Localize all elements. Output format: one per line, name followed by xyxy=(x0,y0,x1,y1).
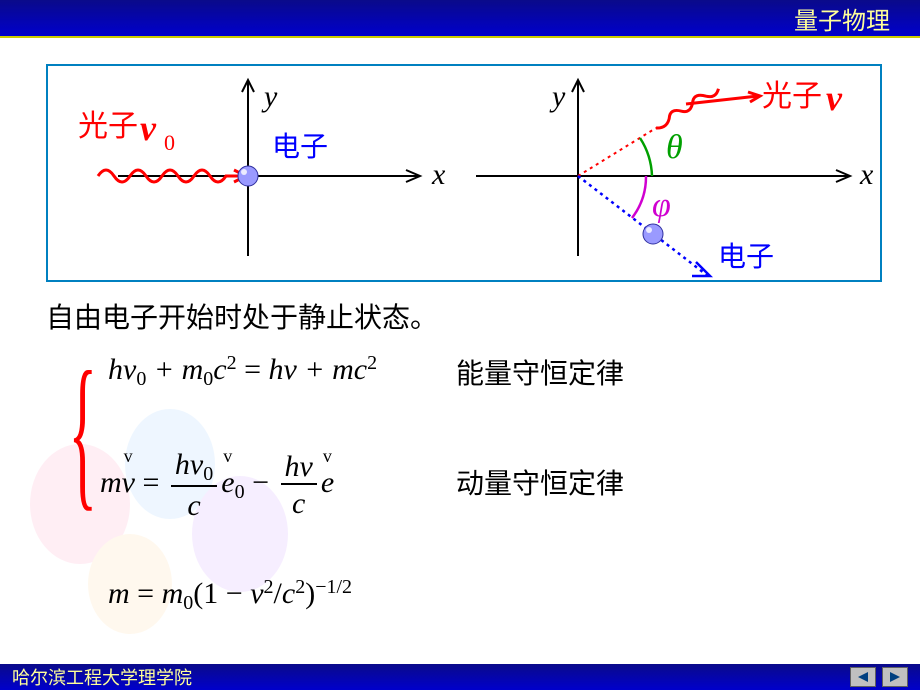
left-photon-label: 光子 xyxy=(78,110,138,143)
theta-arc xyxy=(640,138,652,176)
momentum-law-label: 动量守恒定律 xyxy=(456,462,624,502)
left-x-axis-label: x xyxy=(431,158,446,191)
slide-header: 量子物理 xyxy=(0,0,920,38)
left-y-axis-label: y xyxy=(261,80,278,113)
next-icon xyxy=(888,671,902,683)
slide-footer: 哈尔滨工程大学理学院 xyxy=(0,664,920,690)
right-photon-symbol: ν xyxy=(826,78,843,118)
left-photon-sub: 0 xyxy=(164,130,175,155)
next-button[interactable] xyxy=(882,667,908,687)
intro-text: 自由电子开始时处于静止状态。 xyxy=(46,296,438,336)
scattered-photon-path xyxy=(578,128,656,176)
electron-initial xyxy=(238,166,258,186)
right-y-axis-label: y xyxy=(549,80,566,113)
footer-institution: 哈尔滨工程大学理学院 xyxy=(12,664,192,690)
energy-equation: hν0 + m0c2 = hν + mc2 xyxy=(108,352,377,391)
right-electron-label: 电子 xyxy=(718,241,774,273)
equation-brace: { xyxy=(69,346,98,516)
electron-scattered xyxy=(643,224,663,244)
theta-label: θ xyxy=(666,129,683,166)
momentum-equation: mv = hν0ce0 − hνce xyxy=(100,448,334,522)
header-title: 量子物理 xyxy=(794,1,890,36)
prev-button[interactable] xyxy=(850,667,876,687)
left-electron-label: 电子 xyxy=(272,131,328,163)
diagram-container: y x 光子 ν 0 电子 y x θ φ 光子 xyxy=(46,64,882,282)
nav-buttons xyxy=(850,667,908,687)
mass-equation: m = m0(1 − v2/c2)−1/2 xyxy=(108,576,352,615)
right-x-axis-label: x xyxy=(859,158,874,191)
phi-label: φ xyxy=(652,187,671,224)
phi-arc xyxy=(632,176,646,218)
right-photon-label: 光子 xyxy=(762,80,822,113)
left-photon-symbol: ν xyxy=(140,108,157,148)
electron-recoil-path xyxy=(578,176,708,276)
prev-icon xyxy=(856,671,870,683)
compton-diagram: y x 光子 ν 0 电子 y x θ φ 光子 xyxy=(48,66,884,284)
energy-law-label: 能量守恒定律 xyxy=(456,352,624,392)
